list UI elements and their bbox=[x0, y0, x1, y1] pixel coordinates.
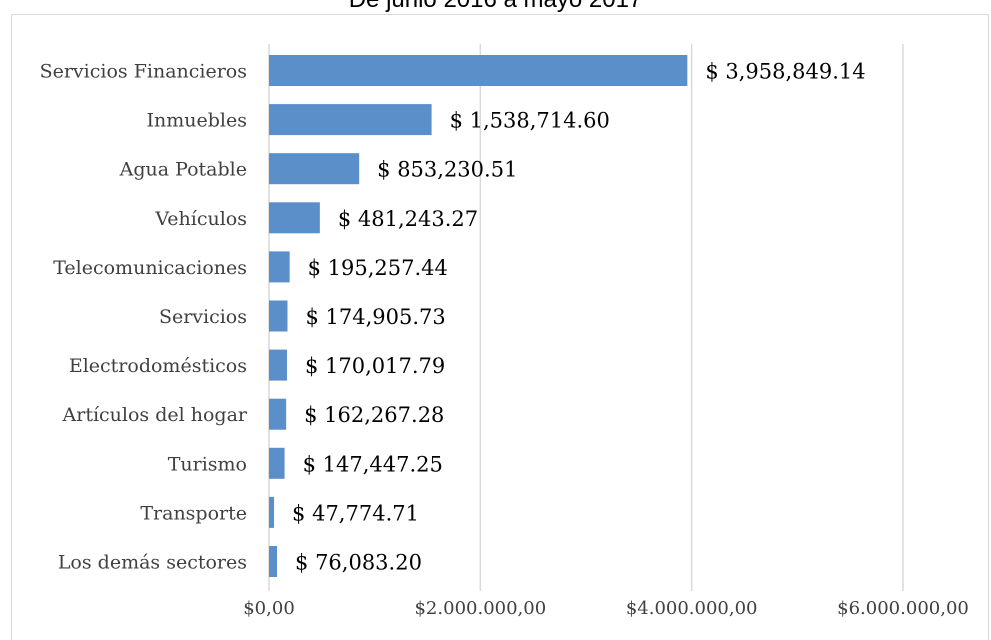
category-label: Agua Potable bbox=[119, 159, 247, 181]
data-label: $ 195,257.44 bbox=[308, 256, 448, 280]
category-label: Telecomunicaciones bbox=[53, 257, 247, 279]
bar bbox=[269, 447, 285, 479]
x-tick-label: $4.000.000,00 bbox=[626, 598, 758, 619]
category-label: Transporte bbox=[140, 502, 247, 524]
category-label: Inmuebles bbox=[147, 110, 247, 132]
data-label: $ 170,017.79 bbox=[305, 354, 445, 378]
category-label: Servicios Financieros bbox=[40, 61, 247, 83]
category-label: Los demás sectores bbox=[58, 552, 247, 574]
x-tick-label: $0,00 bbox=[243, 598, 295, 619]
data-label: $ 3,958,849.14 bbox=[705, 60, 865, 84]
bar bbox=[269, 300, 288, 332]
bar bbox=[269, 202, 320, 234]
data-label: $ 481,243.27 bbox=[338, 207, 478, 231]
bar bbox=[269, 251, 290, 283]
bar bbox=[269, 55, 688, 86]
x-tick-label: $6.000.000,00 bbox=[837, 598, 969, 619]
category-label: Vehículos bbox=[154, 208, 247, 230]
chart-title: De junio 2016 a mayo 2017 bbox=[0, 0, 991, 16]
category-label: Servicios bbox=[159, 306, 247, 328]
data-label: $ 147,447.25 bbox=[303, 452, 443, 476]
data-label: $ 1,538,714.60 bbox=[450, 109, 610, 133]
bar bbox=[269, 153, 360, 185]
chart-border bbox=[11, 14, 989, 640]
data-label: $ 853,230.51 bbox=[377, 158, 517, 182]
data-label: $ 162,267.28 bbox=[304, 403, 444, 427]
bar bbox=[269, 496, 275, 528]
x-tick-label: $2.000.000,00 bbox=[414, 598, 546, 619]
category-label: Artículos del hogar bbox=[62, 404, 248, 426]
data-label: $ 47,774.71 bbox=[292, 501, 419, 525]
data-label: $ 76,083.20 bbox=[295, 551, 422, 575]
bar bbox=[269, 398, 287, 430]
bar bbox=[269, 104, 432, 136]
category-label: Electrodomésticos bbox=[69, 355, 247, 377]
category-label: Turismo bbox=[168, 453, 247, 475]
bar bbox=[269, 349, 287, 381]
bar bbox=[269, 546, 278, 577]
data-label: $ 174,905.73 bbox=[305, 305, 445, 329]
